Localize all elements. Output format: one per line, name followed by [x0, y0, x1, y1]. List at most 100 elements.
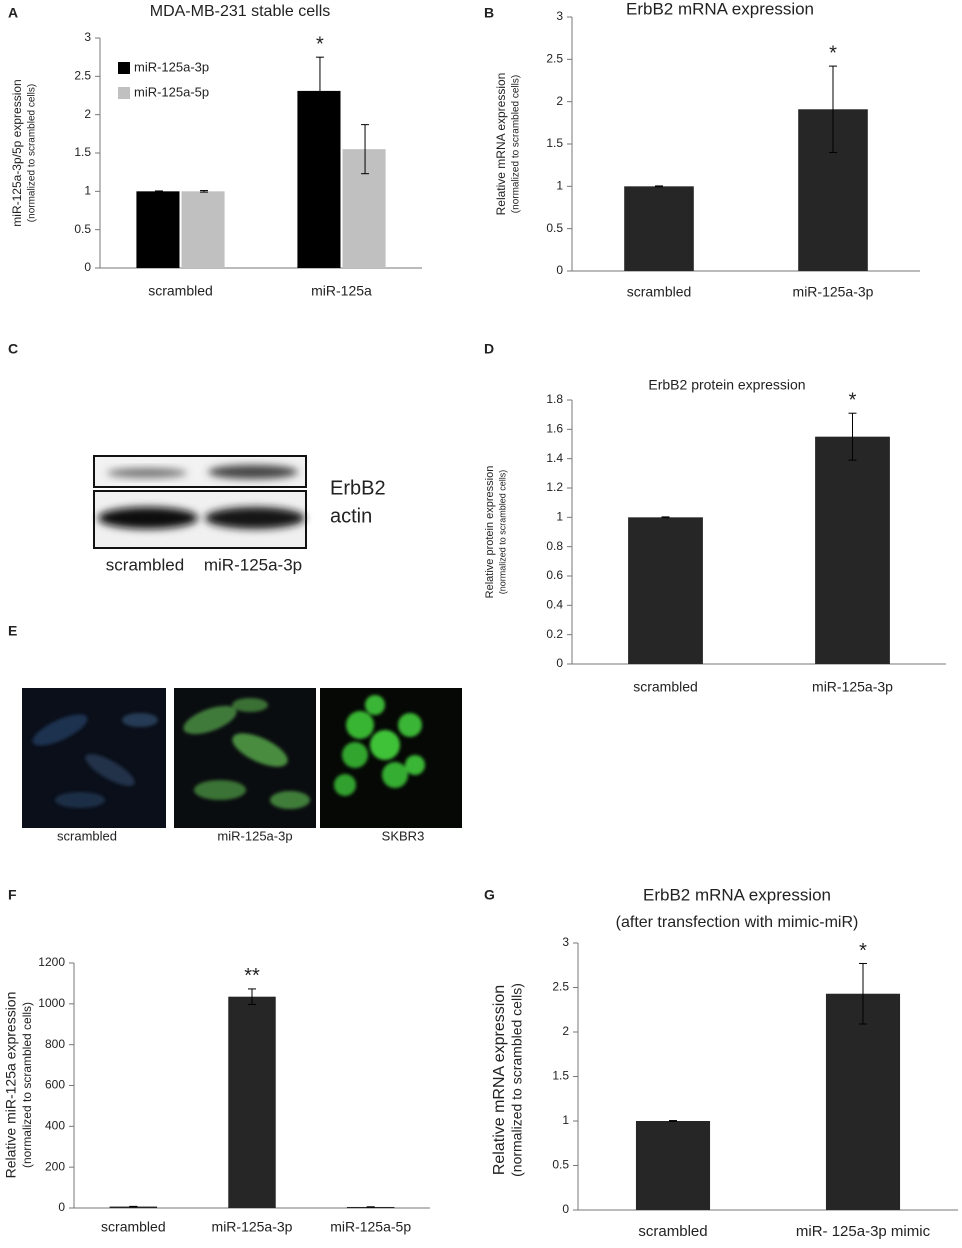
x-tick-label: scrambled	[627, 284, 692, 300]
y-axis-label: Relative mRNA expression	[494, 73, 508, 216]
x-tick-label: miR-125a-3p	[212, 1219, 293, 1235]
x-tick-label: scrambled	[638, 1223, 707, 1240]
legend-swatch	[118, 62, 130, 74]
panel-letter: A	[8, 5, 18, 21]
y-axis-label: miR-125a-3p/5p expression	[10, 79, 24, 226]
y-tick-label: 0	[556, 263, 563, 277]
y-tick-label: 2.5	[552, 980, 569, 994]
blot-band	[208, 465, 298, 479]
y-axis-label: Relative miR-125a expression	[3, 992, 19, 1179]
bar	[228, 996, 276, 1208]
chart-title: MDA-MB-231 stable cells	[150, 3, 331, 20]
y-tick-label: 1200	[38, 955, 65, 969]
y-tick-label: 0.5	[552, 1158, 569, 1172]
x-tick-label: miR-125a-3p	[812, 679, 893, 695]
panel-letter: G	[484, 887, 495, 903]
y-tick-label: 1.5	[74, 145, 91, 159]
significance-label: *	[316, 33, 324, 55]
x-tick-label: miR-125a-5p	[330, 1219, 411, 1235]
bar	[181, 191, 225, 268]
y-tick-label: 0.5	[546, 221, 563, 235]
x-tick-label: miR-125a-3p	[793, 284, 874, 300]
micrographs: E scrambled miR-125a-3p SKBR3	[8, 623, 462, 843]
y-tick-label: 0	[562, 1202, 569, 1216]
y-axis-sublabel: (normalized to scrambled cells)	[27, 84, 38, 222]
image-label: scrambled	[57, 828, 117, 843]
significance-label: *	[829, 42, 837, 64]
legend-label: miR-125a-5p	[134, 84, 209, 99]
chart-title: ErbB2 mRNA expression	[643, 885, 831, 904]
blot-band	[107, 468, 187, 478]
x-tick-label: scrambled	[633, 679, 698, 695]
y-axis-sublabel: (normalized to scrambled cells)	[497, 470, 507, 595]
y-tick-label: 400	[45, 1119, 65, 1133]
y-tick-label: 1.5	[546, 136, 563, 150]
significance-label: *	[859, 940, 867, 962]
x-tick-label: miR-125a	[311, 283, 372, 299]
y-axis-sublabel: (normalized to scrambled cells)	[20, 1002, 34, 1168]
image-label: miR-125a-3p	[217, 828, 292, 843]
y-tick-label: 0.5	[74, 222, 91, 236]
chart-title: ErbB2 mRNA expression	[626, 0, 814, 18]
lane-label: miR-125a-3p	[204, 555, 302, 574]
bar	[342, 149, 386, 268]
y-axis-label: Relative protein expression	[484, 466, 496, 599]
bar	[109, 1206, 158, 1208]
y-tick-label: 600	[45, 1078, 65, 1092]
y-tick-label: 200	[45, 1159, 65, 1173]
band-label: ErbB2	[330, 477, 386, 499]
y-axis-sublabel: (normalized to scrambled cells)	[509, 983, 525, 1177]
y-tick-label: 1	[556, 179, 563, 193]
y-tick-label: 1.8	[546, 392, 563, 406]
y-tick-label: 1000	[38, 996, 65, 1010]
y-tick-label: 3	[84, 30, 91, 44]
lane-label: scrambled	[106, 555, 184, 574]
y-tick-label: 1	[562, 1113, 569, 1127]
cells	[32, 695, 425, 809]
x-tick-label: miR- 125a-3p mimic	[796, 1223, 931, 1240]
significance-label: *	[849, 389, 857, 411]
legend-swatch	[118, 87, 130, 99]
y-tick-label: 2	[562, 1024, 569, 1038]
panel-letter: B	[484, 5, 494, 21]
y-tick-label: 3	[556, 9, 563, 23]
chart-subtitle: (after transfection with mimic-miR)	[616, 914, 859, 931]
y-tick-label: 1.4	[546, 451, 563, 465]
western-blot: C ErbB2 actin scrambled miR-125a-3p	[8, 341, 386, 575]
bar	[136, 191, 180, 268]
bar	[825, 993, 901, 1210]
y-tick-label: 0	[556, 656, 563, 670]
y-tick-label: 1.6	[546, 422, 563, 436]
x-tick-label: scrambled	[101, 1219, 166, 1235]
y-tick-label: 1.2	[546, 480, 563, 494]
panel-letter: C	[8, 341, 18, 357]
y-axis-sublabel: (normalized to scrambled cells)	[511, 75, 522, 213]
y-tick-label: 1	[84, 184, 91, 198]
panel-letter: F	[8, 887, 17, 903]
panel-letter: E	[8, 623, 17, 639]
y-tick-label: 1	[556, 510, 563, 524]
y-tick-label: 1.5	[552, 1069, 569, 1083]
bar	[624, 186, 694, 271]
bar	[628, 517, 703, 664]
blot-band	[98, 507, 198, 529]
y-tick-label: 800	[45, 1037, 65, 1051]
bar	[297, 90, 341, 269]
y-tick-label: 0.2	[546, 627, 563, 641]
y-tick-label: 0	[84, 260, 91, 274]
y-tick-label: 2	[84, 107, 91, 121]
panel-letter: D	[484, 341, 494, 357]
bar	[635, 1121, 711, 1210]
x-tick-label: scrambled	[148, 283, 213, 299]
y-tick-label: 0.6	[546, 568, 563, 582]
y-tick-label: 0	[58, 1200, 65, 1214]
significance-label: **	[244, 965, 260, 987]
band-label: actin	[330, 505, 372, 527]
y-tick-label: 2.5	[74, 69, 91, 83]
image-label: SKBR3	[382, 828, 425, 843]
bar	[815, 436, 890, 664]
y-tick-label: 2	[556, 94, 563, 108]
y-tick-label: 3	[562, 935, 569, 949]
y-tick-label: 2.5	[546, 52, 563, 66]
